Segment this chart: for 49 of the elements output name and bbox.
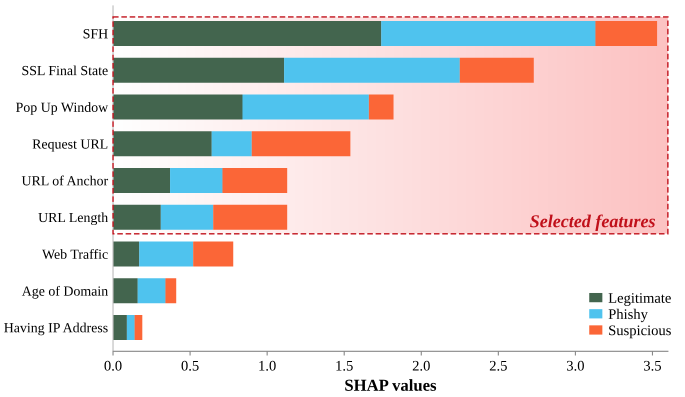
y-tick-label: Request URL: [32, 139, 108, 152]
bar: [113, 21, 382, 46]
x-tick-label: 3.0: [566, 360, 584, 371]
bar: [284, 58, 460, 83]
bar: [460, 58, 534, 83]
y-tick-label: SFH: [84, 29, 108, 38]
bar: [139, 241, 194, 266]
bar: [242, 94, 369, 120]
bar: [113, 241, 140, 266]
band-label: Selected features: [530, 214, 655, 232]
x-tick-label: 2.5: [490, 360, 507, 371]
bar: [160, 204, 214, 230]
bar: [113, 58, 284, 83]
x-tick-label: 1.5: [336, 360, 353, 371]
bar: [222, 168, 288, 193]
bar: [252, 131, 350, 156]
bar: [134, 314, 142, 340]
y-tick-label: SSL Final State: [22, 65, 108, 76]
y-tick-label: Age of Domain: [22, 286, 108, 299]
bar: [113, 278, 138, 304]
y-tick-label: URL of Anchor: [22, 176, 108, 186]
x-tick-label: 0.0: [104, 360, 122, 371]
bar: [213, 204, 288, 230]
bar: [113, 94, 242, 120]
bar: [126, 314, 135, 340]
bar: [113, 131, 212, 156]
x-tick-label: 2.0: [412, 360, 430, 371]
y-tick-label: URL Length: [38, 212, 108, 226]
legend-label: Legitimate: [608, 293, 671, 306]
x-tick-label: 3.5: [644, 360, 662, 371]
x-tick-label: 0.5: [182, 360, 199, 371]
x-tick-label: 1.0: [259, 360, 276, 371]
y-tick-label: Pop Up Window: [16, 102, 108, 115]
bar: [138, 278, 166, 304]
y-tick-label: Web Traffic: [42, 249, 108, 260]
legend-label: Phishy: [608, 308, 648, 322]
bar: [165, 278, 176, 304]
bar: [170, 168, 222, 193]
bar: [595, 21, 658, 46]
legend-label: Suspicious: [609, 325, 671, 338]
bar: [193, 241, 234, 266]
x-axis-title: SHAP values: [345, 379, 436, 391]
bar: [368, 94, 394, 120]
bar: [113, 314, 127, 340]
bar: [113, 204, 161, 230]
bar: [113, 168, 170, 193]
bar: [212, 131, 252, 156]
y-tick-label: Having IP Address: [4, 322, 108, 336]
bar: [381, 21, 596, 46]
